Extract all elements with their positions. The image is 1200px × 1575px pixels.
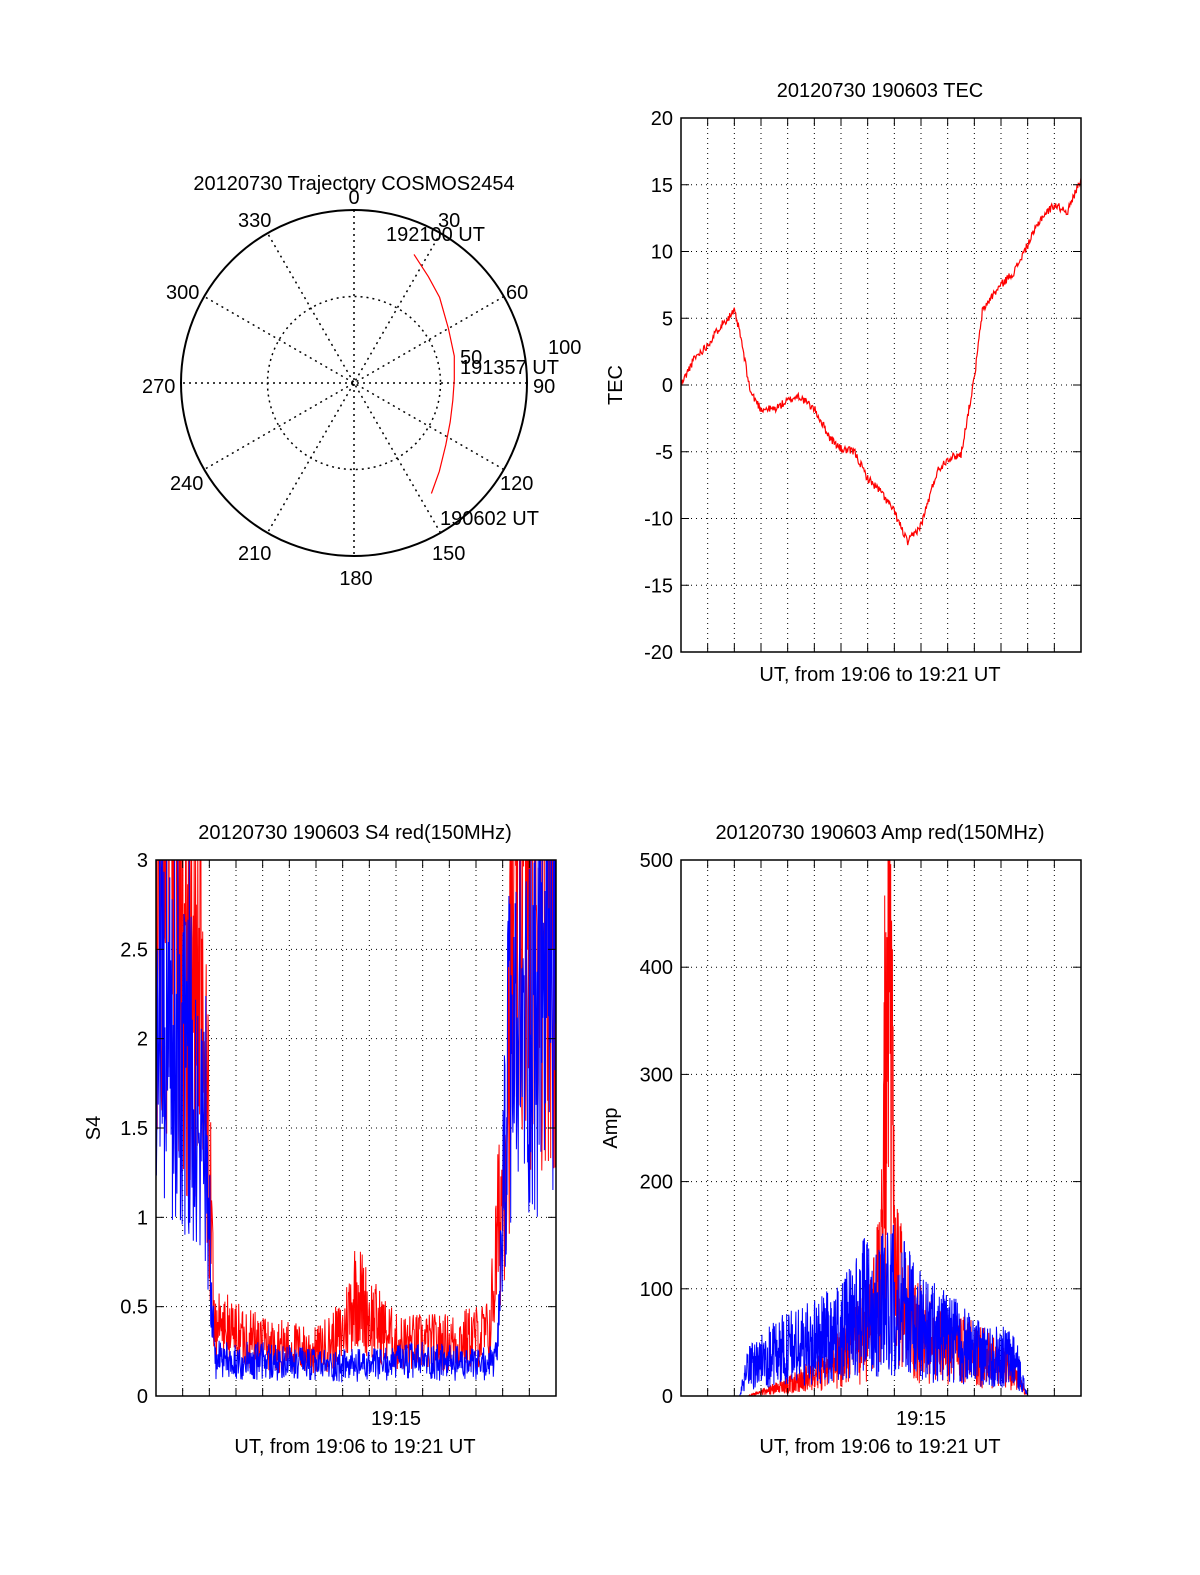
s4-panel: 20120730 190603 S4 red(150MHz) S4 19:15 … (83, 822, 557, 1458)
y-tick-label: 2 (137, 1029, 148, 1051)
amp-panel: 20120730 190603 Amp red(150MHz) Amp 19:1… (600, 822, 1082, 1458)
tec-x-axis-label: UT, from 19:06 to 19:21 UT (759, 664, 1000, 686)
polar-angle-label: 240 (170, 473, 203, 495)
s4-y-axis-label: S4 (83, 1116, 105, 1140)
amp-y-axis-label: Amp (600, 1107, 622, 1148)
amp-title: 20120730 190603 Amp red(150MHz) (715, 822, 1044, 844)
polar-angle-label: 0 (348, 187, 359, 209)
amp-x-axis-label: UT, from 19:06 to 19:21 UT (759, 1436, 1000, 1458)
y-tick-label: 0 (662, 1386, 673, 1408)
y-tick-label: 20 (651, 108, 673, 130)
series-group (681, 178, 1081, 546)
series-line-red (156, 860, 556, 1374)
polar-angle-label: 210 (238, 543, 271, 565)
radial-label-50: 50 (460, 347, 482, 369)
y-tick-label: 2.5 (120, 939, 148, 961)
polar-grid-spoke (203, 295, 505, 471)
series-group (156, 860, 556, 1383)
polar-grid-circle (266, 295, 442, 471)
series-line-blue (681, 1224, 1081, 1396)
polar-grid-spoke (266, 232, 442, 534)
polar-outer-circle (180, 209, 528, 557)
polar-title: 20120730 Trajectory COSMOS2454 (193, 173, 514, 195)
polar-angle-label: 90 (533, 376, 555, 398)
y-tick-label: 1.5 (120, 1118, 148, 1140)
polar-panel: 20120730 Trajectory COSMOS2454 0 30 60 90 12… (142, 173, 581, 590)
y-tick-label: 300 (640, 1064, 673, 1086)
y-tick-label: 100 (640, 1279, 673, 1301)
y-tick-label: -10 (644, 509, 673, 531)
tec-title: 20120730 190603 TEC (777, 80, 983, 102)
polar-angle-label: 270 (142, 376, 175, 398)
annotation-start-time: 190602 UT (440, 508, 539, 530)
axes-frame (680, 859, 1082, 1397)
polar-angle-label: 30 (438, 210, 460, 232)
tec-panel: 20120730 190603 TEC TEC UT, from 19:06 t… (605, 80, 1082, 686)
polar-angle-label: 60 (506, 282, 528, 304)
polar-grid-spoke (266, 232, 442, 534)
polar-angle-label: 150 (432, 543, 465, 565)
y-tick-label: 200 (640, 1172, 673, 1194)
y-tick-label: 5 (662, 308, 673, 330)
y-tick-label: 0.5 (120, 1297, 148, 1319)
annotation-mid-time: 191357 UT (460, 357, 559, 379)
polar-grid (181, 210, 527, 556)
polar-angle-label: 180 (339, 568, 372, 590)
y-tick-label: 400 (640, 957, 673, 979)
y-tick-label: 15 (651, 175, 673, 197)
polar-angle-label: 300 (166, 282, 199, 304)
polar-grid-spoke (203, 295, 505, 471)
tec-y-axis-label: TEC (605, 365, 627, 405)
polar-angle-label: 330 (238, 210, 271, 232)
polar-angle-labels: 0 30 60 90 120 150 180 210 240 270 300 330 (142, 187, 555, 590)
series-line-blue (156, 860, 556, 1383)
y-tick-label: 10 (651, 242, 673, 264)
annotation-end-time: 192100 UT (386, 224, 485, 246)
polar-trajectory-line (413, 254, 455, 494)
polar-angle-label: 120 (500, 473, 533, 495)
y-tick-label: 500 (640, 850, 673, 872)
series-line-red (681, 178, 1081, 546)
y-tick-label: -15 (644, 575, 673, 597)
y-tick-label: -5 (655, 442, 673, 464)
y-tick-label: 3 (137, 850, 148, 872)
s4-title: 20120730 190603 S4 red(150MHz) (198, 822, 512, 844)
y-tick-label: 0 (137, 1386, 148, 1408)
y-tick-label: 0 (662, 375, 673, 397)
grid-lines (681, 118, 1081, 652)
radial-label-100: 100 (548, 337, 581, 359)
series-group (681, 860, 1081, 1396)
amp-x-tick-label: 19:15 (896, 1408, 946, 1430)
y-tick-label: 1 (137, 1207, 148, 1229)
s4-x-axis-label: UT, from 19:06 to 19:21 UT (234, 1436, 475, 1458)
y-tick-label: -20 (644, 642, 673, 664)
s4-x-tick-label: 19:15 (371, 1408, 421, 1430)
